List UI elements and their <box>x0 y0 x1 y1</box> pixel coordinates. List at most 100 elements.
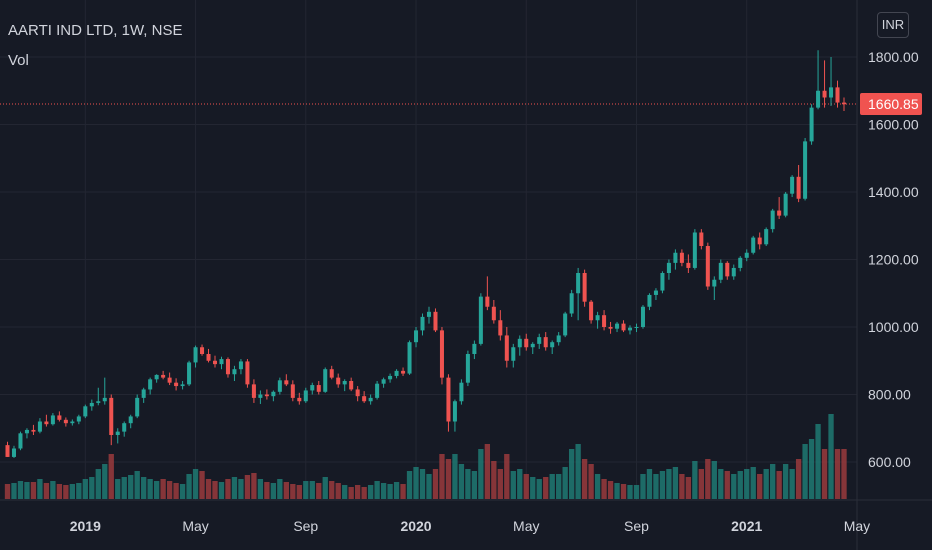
candle-body <box>725 262 730 277</box>
candle-body <box>524 338 529 348</box>
candle-body <box>550 342 555 348</box>
candle-body <box>329 369 334 378</box>
volume-bar <box>782 464 789 499</box>
candle-body <box>174 382 179 387</box>
candle-body <box>83 406 88 417</box>
price-tick-label: 1600.00 <box>868 117 919 133</box>
volume-bar <box>510 471 516 499</box>
candle-body <box>362 396 367 402</box>
candle-body <box>238 361 243 370</box>
volume-bar <box>115 479 121 499</box>
volume-bar <box>50 481 56 499</box>
candle-body <box>744 252 749 258</box>
volume-bar <box>471 471 478 499</box>
volume-bar <box>212 481 218 499</box>
volume-bar <box>543 477 549 499</box>
volume-bar <box>406 471 413 499</box>
candle-body <box>394 370 399 376</box>
volume-bar <box>731 474 737 499</box>
candle-body <box>57 415 62 420</box>
candle-body <box>381 379 386 384</box>
candle-body <box>297 397 302 402</box>
candle-body <box>349 381 354 390</box>
volume-bar <box>834 449 841 499</box>
volume-bar <box>102 464 108 499</box>
volume-bar <box>588 464 594 499</box>
volume-bar <box>264 482 270 499</box>
volume-bar <box>426 474 432 499</box>
volume-bar <box>166 481 173 499</box>
candle-body <box>556 335 561 343</box>
volume-bar <box>17 481 24 499</box>
volume-bar <box>89 477 95 499</box>
volume-bar <box>11 483 17 499</box>
time-tick-label: Sep <box>293 518 318 534</box>
candle-body <box>342 381 347 385</box>
volume-bar <box>37 479 43 499</box>
candle-body <box>277 380 282 392</box>
volume-bar <box>607 481 614 499</box>
candle-body <box>167 377 172 383</box>
volume-bar <box>192 469 199 499</box>
candle-body <box>96 401 101 403</box>
candle-body <box>511 347 516 361</box>
candle-body <box>426 311 432 317</box>
volume-bar <box>795 459 802 499</box>
candle-body <box>718 262 723 280</box>
candle-body <box>699 232 704 246</box>
volume-bar <box>225 479 231 499</box>
candle-body <box>731 267 736 277</box>
volume-bar <box>361 487 367 499</box>
candle-body <box>264 394 269 397</box>
candle-body <box>251 384 256 398</box>
volume-bar <box>24 482 30 499</box>
volume-bar <box>199 471 205 499</box>
volume-bar <box>815 424 821 499</box>
candle-body <box>537 337 542 344</box>
candle-body <box>628 327 633 331</box>
volume-bar <box>173 483 179 499</box>
candle-body <box>796 176 801 199</box>
price-tick-label: 1800.00 <box>868 49 919 65</box>
candle-body <box>290 384 295 398</box>
volume-bar <box>808 439 815 499</box>
volume-bar <box>367 485 374 499</box>
volume-bar <box>121 477 127 499</box>
volume-bar <box>329 481 335 499</box>
symbol-title[interactable]: AARTI IND LTD, 1W, NSE <box>8 22 183 39</box>
candle-body <box>770 210 775 230</box>
volume-bar <box>452 454 458 499</box>
volume-bar <box>672 467 679 499</box>
volume-bar <box>562 467 568 499</box>
candle-body <box>563 313 568 336</box>
volume-bar <box>549 474 555 499</box>
volume-bar <box>763 469 769 499</box>
volume-bar <box>666 469 672 499</box>
candle-body <box>498 320 503 336</box>
time-tick-label: Sep <box>624 518 649 534</box>
candle-body <box>63 419 68 424</box>
volume-bar <box>244 475 251 499</box>
volume-bar <box>257 479 264 499</box>
candle-body <box>128 416 133 424</box>
candle-body <box>569 293 574 314</box>
candle-body <box>375 383 380 398</box>
candle-body <box>37 421 42 432</box>
volume-bar <box>536 479 542 499</box>
candle-body <box>602 315 607 327</box>
currency-button[interactable]: INR <box>877 12 909 38</box>
volume-bar <box>601 479 607 499</box>
candle-body <box>258 394 263 398</box>
volume-bar <box>316 483 322 499</box>
volume-bar <box>63 485 69 499</box>
time-tick-label: 2021 <box>731 518 762 534</box>
volume-bar <box>659 471 666 499</box>
volume-bar <box>303 481 309 499</box>
volume-bar <box>205 479 212 499</box>
candle-body <box>841 102 847 105</box>
candle-body <box>141 389 146 398</box>
volume-indicator-label[interactable]: Vol <box>8 52 29 69</box>
volume-bar <box>128 475 134 499</box>
time-tick-label: May <box>182 518 208 534</box>
